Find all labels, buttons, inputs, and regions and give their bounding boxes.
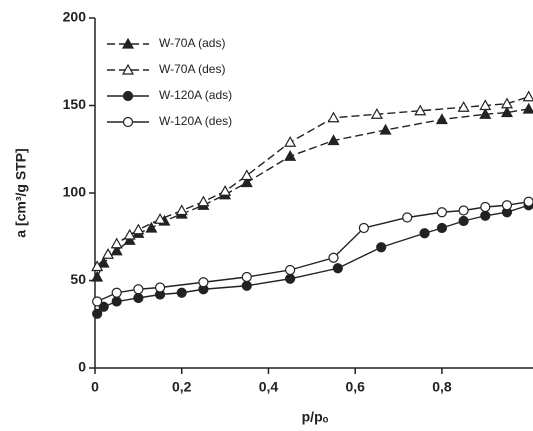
data-point: [241, 280, 252, 291]
data-point: [133, 292, 144, 304]
y-axis-label: a [cm³/g STP]: [13, 148, 29, 237]
series-line: [96, 108, 529, 278]
x-tick-label: 0,4: [259, 379, 279, 395]
data-point: [197, 195, 210, 207]
legend-marker: [121, 37, 135, 49]
x-tick-label: 0: [91, 379, 99, 395]
data-point: [480, 201, 491, 213]
data-point: [92, 296, 103, 307]
data-point: [500, 97, 513, 109]
data-point: [154, 282, 166, 293]
data-point: [458, 215, 469, 227]
legend-marker: [122, 90, 134, 102]
data-point: [91, 260, 104, 272]
data-point: [132, 223, 145, 235]
data-point: [327, 134, 340, 146]
y-tick-label: 0: [78, 359, 86, 375]
data-point: [92, 308, 103, 319]
data-point: [522, 90, 533, 102]
data-point: [123, 234, 136, 245]
data-point: [457, 101, 470, 112]
data-point: [327, 111, 340, 123]
data-point: [458, 205, 469, 216]
data-point: [145, 221, 158, 233]
data-point: [240, 176, 253, 188]
y-tick-label: 200: [63, 9, 87, 25]
data-point: [110, 237, 123, 249]
data-point: [176, 287, 187, 298]
data-point: [284, 150, 297, 161]
data-point: [111, 287, 122, 298]
data-point: [436, 222, 448, 234]
y-tick-label: 50: [70, 271, 86, 287]
legend-label: W-70A (ads): [159, 36, 225, 50]
data-point: [522, 102, 533, 114]
data-point: [111, 296, 122, 307]
data-point: [480, 210, 491, 221]
data-point: [414, 104, 427, 116]
data-point: [241, 271, 252, 283]
data-point: [328, 252, 339, 263]
data-point: [332, 263, 343, 274]
legend-label: W-120A (des): [159, 114, 232, 128]
data-point: [358, 222, 369, 234]
data-point: [284, 136, 297, 147]
data-point: [370, 108, 383, 119]
x-tick-label: 0,2: [172, 379, 192, 395]
y-tick-label: 150: [63, 96, 87, 112]
data-point: [110, 244, 123, 256]
legend-marker: [121, 63, 135, 75]
data-point: [379, 123, 392, 135]
data-point: [479, 99, 492, 111]
data-point: [501, 200, 513, 211]
data-point: [154, 213, 167, 224]
data-point: [402, 212, 413, 223]
data-point: [523, 196, 533, 207]
legend-label: W-120A (ads): [159, 88, 232, 102]
data-point: [436, 207, 448, 218]
data-point: [376, 242, 387, 253]
data-point: [240, 169, 253, 181]
data-point: [175, 204, 188, 216]
data-point: [198, 277, 209, 288]
data-point: [479, 108, 492, 119]
data-point: [98, 301, 109, 312]
data-point: [435, 113, 448, 125]
data-point: [101, 248, 115, 259]
data-point: [133, 284, 144, 295]
data-point: [123, 228, 136, 240]
data-point: [285, 273, 296, 284]
y-tick-label: 100: [63, 184, 87, 200]
x-tick-label: 0,8: [432, 379, 452, 395]
x-tick-label: 0,6: [345, 379, 365, 395]
legend-marker: [122, 116, 134, 128]
data-point: [500, 106, 513, 118]
data-point: [419, 228, 430, 239]
data-point: [285, 264, 296, 276]
data-point: [91, 270, 104, 282]
x-axis-label: p/pₒ: [302, 409, 329, 425]
legend-label: W-70A (des): [159, 62, 225, 76]
data-point: [219, 185, 232, 196]
